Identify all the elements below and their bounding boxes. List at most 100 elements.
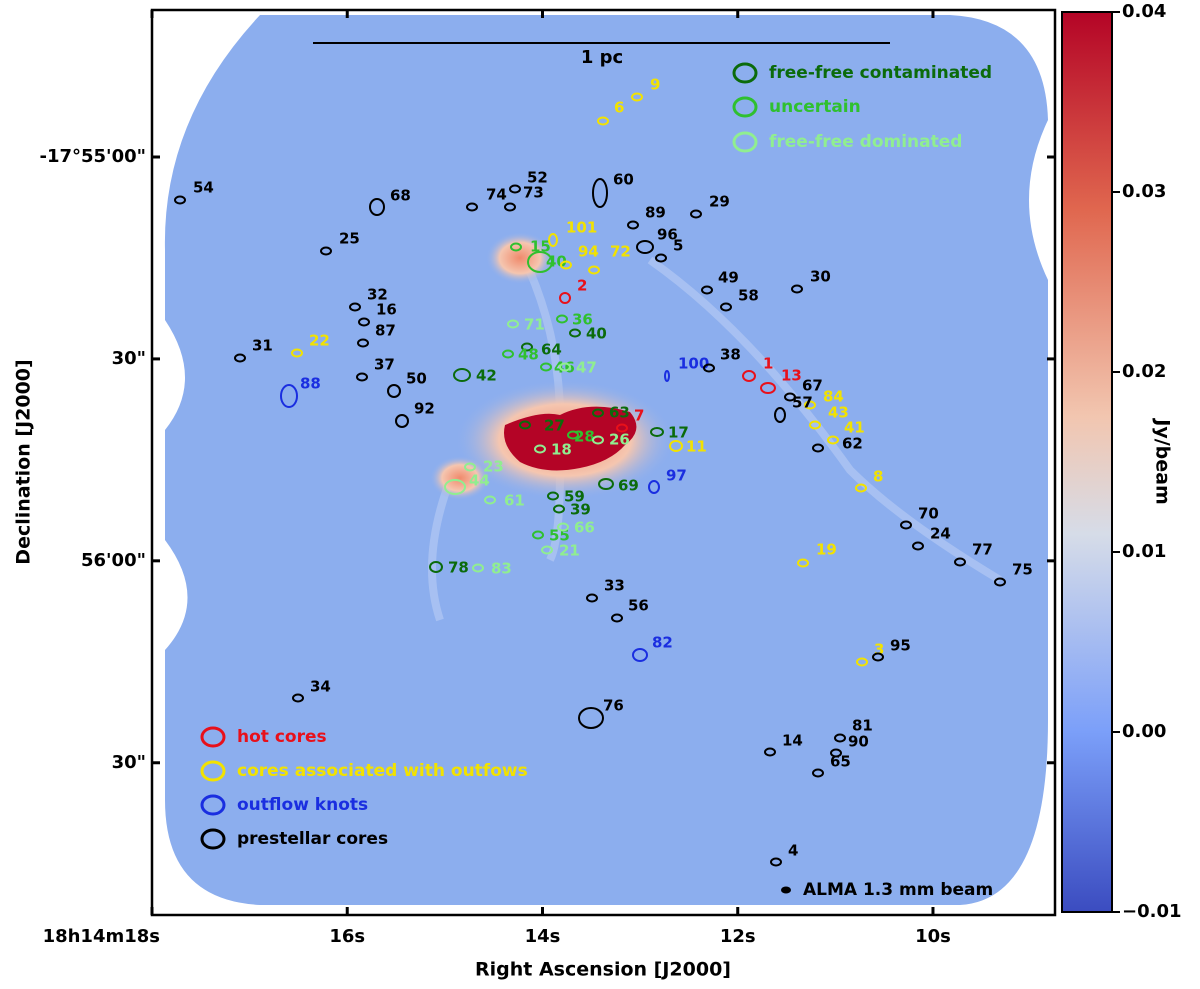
core-marker — [559, 362, 571, 372]
core-label: 64 — [541, 341, 562, 359]
colorbar-tick-label: 0.01 — [1122, 541, 1166, 562]
core-marker — [548, 233, 558, 247]
core-marker — [597, 116, 609, 126]
x-tick-label: 14s — [525, 926, 561, 947]
y-tick-label: -17°55'00" — [39, 146, 146, 167]
core-label: 33 — [604, 577, 625, 595]
core-label: 65 — [830, 753, 851, 771]
core-label: 40 — [586, 325, 607, 343]
core-label: 82 — [652, 634, 673, 652]
core-marker — [809, 420, 821, 430]
beam-label: ALMA 1.3 mm beam — [803, 880, 993, 900]
core-marker — [900, 520, 912, 530]
core-marker — [648, 480, 660, 494]
core-marker — [611, 613, 623, 623]
core-marker — [720, 302, 732, 312]
core-marker — [760, 382, 776, 394]
core-marker — [502, 349, 514, 359]
core-label: 63 — [609, 404, 630, 422]
core-marker — [586, 593, 598, 603]
core-marker — [357, 338, 369, 348]
core-marker — [764, 747, 776, 757]
core-marker — [395, 414, 409, 428]
core-marker — [472, 563, 484, 573]
core-marker — [504, 202, 516, 212]
core-label: 52 — [527, 169, 548, 187]
core-label: 5 — [673, 237, 683, 255]
core-marker — [540, 362, 552, 372]
legend-label: cores associated with outfows — [237, 761, 528, 781]
core-marker — [541, 545, 553, 555]
core-label: 39 — [570, 501, 591, 519]
core-label: 9 — [650, 76, 660, 94]
core-label: 44 — [469, 472, 490, 490]
core-label: 27 — [544, 417, 565, 435]
beam — [781, 886, 791, 894]
core-label: 25 — [339, 230, 360, 248]
colorbar-title: Jy/beam — [1152, 417, 1174, 505]
core-marker — [627, 220, 639, 230]
core-label: 2 — [577, 277, 587, 295]
colorbar-tick-label: 0.04 — [1122, 1, 1166, 22]
core-label: 71 — [524, 316, 545, 334]
core-marker — [534, 444, 546, 454]
core-label: 76 — [603, 697, 624, 715]
core-label: 56 — [628, 597, 649, 615]
core-label: 49 — [718, 269, 739, 287]
legend-label: uncertain — [769, 97, 861, 117]
core-marker — [532, 530, 544, 540]
core-marker — [464, 462, 476, 472]
core-label: 92 — [414, 400, 435, 418]
core-marker — [598, 478, 614, 490]
core-label: 41 — [844, 419, 865, 437]
core-label: 15 — [530, 238, 551, 256]
core-marker — [507, 319, 519, 329]
core-label: 67 — [802, 377, 823, 395]
core-label: 43 — [828, 404, 849, 422]
core-marker — [830, 748, 842, 758]
core-marker — [569, 328, 581, 338]
core-marker — [567, 430, 579, 440]
core-marker — [655, 253, 667, 263]
core-label: 78 — [448, 559, 469, 577]
core-marker — [812, 768, 824, 778]
core-marker — [557, 522, 569, 532]
core-marker — [588, 265, 600, 275]
core-label: 61 — [504, 492, 525, 510]
core-label: 3 — [874, 641, 884, 659]
legend-marker — [200, 828, 226, 850]
core-marker — [292, 693, 304, 703]
core-marker — [632, 648, 648, 662]
core-label: 59 — [564, 488, 585, 506]
legend-marker — [200, 726, 226, 748]
core-label: 34 — [310, 678, 331, 696]
core-label: 100 — [678, 355, 709, 373]
core-label: 73 — [523, 184, 544, 202]
core-marker — [527, 251, 553, 273]
core-label: 50 — [406, 370, 427, 388]
core-marker — [774, 407, 786, 423]
core-label: 84 — [823, 388, 844, 406]
colorbar-tick-label: −0.01 — [1122, 901, 1182, 922]
core-label: 90 — [848, 733, 869, 751]
core-label: 1 — [763, 355, 773, 373]
core-marker — [592, 408, 604, 418]
colorbar-tick-label: 0.00 — [1122, 721, 1166, 742]
core-label: 47 — [576, 359, 597, 377]
core-marker — [855, 483, 867, 493]
core-label: 6 — [614, 99, 624, 117]
core-label: 68 — [390, 187, 411, 205]
core-marker — [444, 479, 466, 495]
core-label: 32 — [367, 286, 388, 304]
core-label: 70 — [918, 505, 939, 523]
core-marker — [578, 707, 604, 729]
core-label: 13 — [781, 367, 802, 385]
x-tick-label: 16s — [329, 926, 365, 947]
core-label: 28 — [574, 428, 595, 446]
core-label: 38 — [720, 346, 741, 364]
core-marker — [466, 202, 478, 212]
core-marker — [556, 314, 568, 324]
core-label: 37 — [374, 356, 395, 374]
core-marker — [650, 427, 664, 437]
